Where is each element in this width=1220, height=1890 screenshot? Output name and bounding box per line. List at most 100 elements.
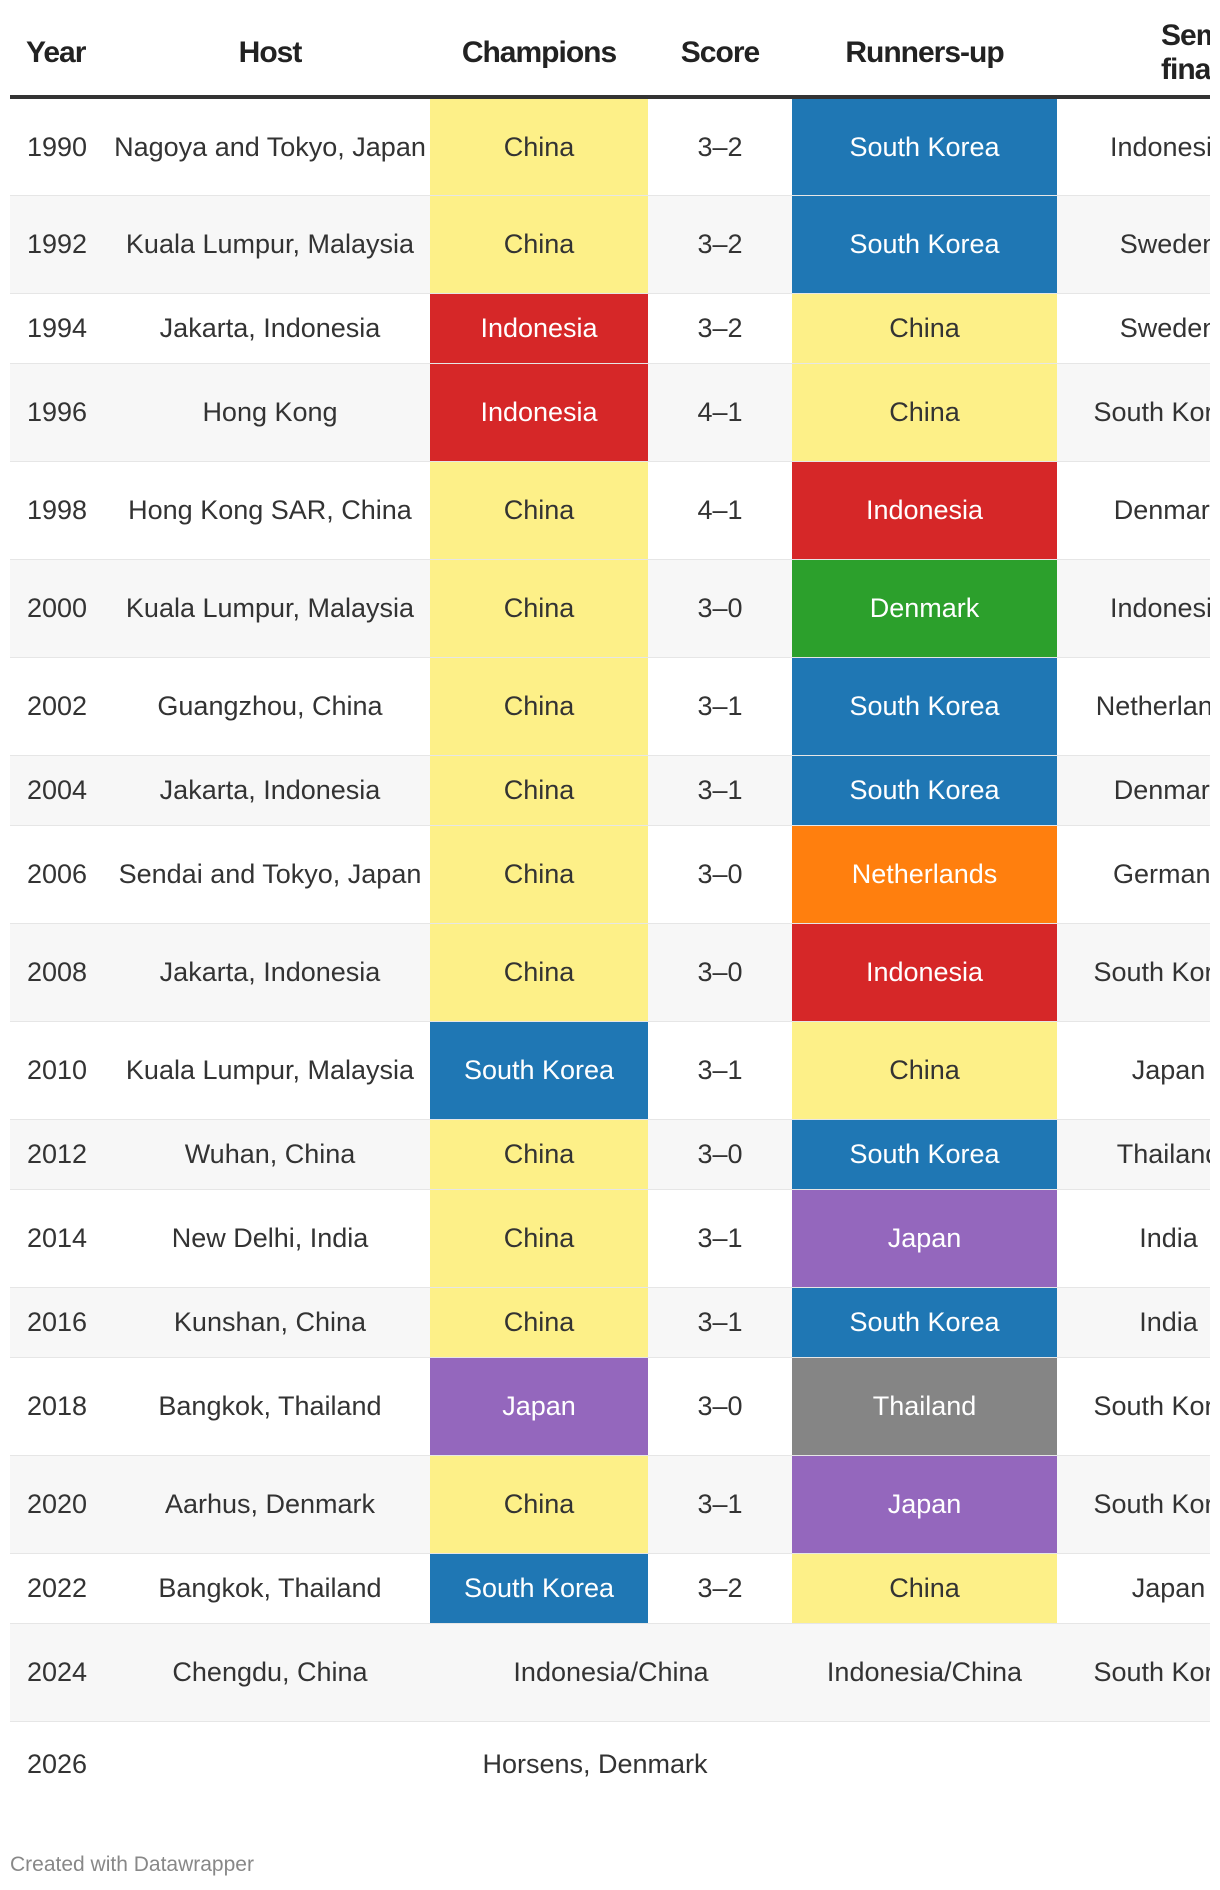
runners-up-cell: China: [792, 363, 1057, 462]
table-row: 2010 Kuala Lumpur, Malaysia South Korea 3–1…: [10, 1021, 1210, 1120]
score-cell: 3–0: [648, 825, 792, 924]
runners-up-cell: South Korea: [792, 1287, 1057, 1358]
host-cell: Nagoya and Tokyo, Japan: [110, 97, 430, 196]
host-cell: Jakarta, Indonesia: [110, 923, 430, 1022]
header-host[interactable]: Host: [110, 0, 430, 99]
datawrapper-credit[interactable]: Created with Datawrapper: [10, 1853, 254, 1876]
semi-finalist-cell: South Korea: [1057, 1623, 1210, 1722]
table-body: 1990 Nagoya and Tokyo, Japan China 3–2 South…: [10, 97, 1210, 1807]
semi-finalist-cell: Denmark: [1057, 461, 1210, 560]
table-row: 1994 Jakarta, Indonesia Indonesia 3–2 China S…: [10, 293, 1210, 364]
champions-cell: China: [430, 461, 648, 560]
semi-finalist-cell: South Korea: [1057, 1357, 1210, 1456]
semi-finalist-cell: Japan: [1057, 1021, 1210, 1120]
table-row: 2024 Chengdu, China Indonesia/China Indones…: [10, 1623, 1210, 1722]
host-cell: Chengdu, China: [110, 1623, 430, 1722]
semi-finalist-cell: Germany: [1057, 825, 1210, 924]
score-cell: 3–1: [648, 1021, 792, 1120]
runners-up-cell: Japan: [792, 1455, 1057, 1554]
year-cell: 2020: [10, 1455, 110, 1554]
table-header: Year Host Champions Score Runners-up Sem…: [10, 0, 1210, 99]
score-cell: 3–2: [648, 97, 792, 196]
header-semi-finalists[interactable]: Semi-finalists: [1057, 0, 1210, 99]
year-cell: 2024: [10, 1623, 110, 1722]
host-cell: Kuala Lumpur, Malaysia: [110, 559, 430, 658]
score-cell: 3–0: [648, 1119, 792, 1190]
table-row: 2012 Wuhan, China China 3–0 South Korea Thail…: [10, 1119, 1210, 1190]
score-cell: 4–1: [648, 363, 792, 462]
runners-up-cell: South Korea: [792, 97, 1057, 196]
table-row: 2002 Guangzhou, China China 3–1 South Korea N…: [10, 657, 1210, 756]
year-cell: 2012: [10, 1119, 110, 1190]
results-table-container: Year Host Champions Score Runners-up Sem…: [10, 0, 1210, 1820]
year-cell: 2010: [10, 1021, 110, 1120]
table-row: 2018 Bangkok, Thailand Japan 3–0 Thailand Sou…: [10, 1357, 1210, 1456]
year-cell: 1998: [10, 461, 110, 560]
score-cell: 3–2: [648, 293, 792, 364]
year-cell: 2026: [27, 1749, 88, 1780]
semi-finalist-cell: South Korea: [1057, 363, 1210, 462]
year-cell: 2018: [10, 1357, 110, 1456]
header-runners-up[interactable]: Runners-up: [792, 0, 1057, 99]
semi-finalist-cell: Japan: [1057, 1553, 1210, 1624]
year-cell: 2006: [10, 825, 110, 924]
score-cell: 3–0: [648, 559, 792, 658]
host-cell: Kuala Lumpur, Malaysia: [110, 195, 430, 294]
host-cell: Aarhus, Denmark: [110, 1455, 430, 1554]
semi-finalist-cell: Indonesia: [1057, 559, 1210, 658]
year-cell: 1994: [10, 293, 110, 364]
table-row: 2026 Horsens, Denmark: [10, 1721, 1210, 1807]
runners-up-cell: Thailand: [792, 1357, 1057, 1456]
results-table: Year Host Champions Score Runners-up Sem…: [10, 0, 1210, 1807]
champions-cell: China: [430, 923, 648, 1022]
host-cell: Hong Kong SAR, China: [110, 461, 430, 560]
champions-cell: China: [430, 825, 648, 924]
semi-finalist-cell: Indonesia: [1057, 97, 1210, 196]
year-cell: 1990: [10, 97, 110, 196]
semi-finalist-cell: India: [1057, 1189, 1210, 1288]
score-cell: 3–2: [648, 1553, 792, 1624]
runners-up-cell: China: [792, 1021, 1057, 1120]
champions-cell: China: [430, 1455, 648, 1554]
runners-up-cell: South Korea: [792, 1119, 1057, 1190]
champions-cell: China: [430, 657, 648, 756]
header-score[interactable]: Score: [648, 0, 792, 99]
host-cell: Bangkok, Thailand: [110, 1553, 430, 1624]
champions-cell: China: [430, 97, 648, 196]
runners-up-cell: Indonesia: [792, 461, 1057, 560]
score-cell: 3–1: [648, 1455, 792, 1554]
table-row: 1998 Hong Kong SAR, China China 4–1 Indonesi…: [10, 461, 1210, 560]
champions-cell: Indonesia/China: [430, 1623, 792, 1722]
host-cell: Sendai and Tokyo, Japan: [110, 825, 430, 924]
host-cell: Bangkok, Thailand: [110, 1357, 430, 1456]
table-row: 2022 Bangkok, Thailand South Korea 3–2 China…: [10, 1553, 1210, 1624]
semi-finalist-cell: Netherlands: [1057, 657, 1210, 756]
semi-finalist-cell: Thailand: [1057, 1119, 1210, 1190]
score-cell: 4–1: [648, 461, 792, 560]
year-cell: 2000: [10, 559, 110, 658]
champions-cell: China: [430, 559, 648, 658]
header-year[interactable]: Year: [10, 0, 110, 99]
year-cell: 2022: [10, 1553, 110, 1624]
score-cell: 3–1: [648, 657, 792, 756]
table-row: 2016 Kunshan, China China 3–1 South Korea Ind…: [10, 1287, 1210, 1358]
table-row: 2000 Kuala Lumpur, Malaysia China 3–0 Denmar…: [10, 559, 1210, 658]
year-cell: 2016: [10, 1287, 110, 1358]
champions-cell: South Korea: [430, 1553, 648, 1624]
semi-finalist-cell: Sweden: [1057, 293, 1210, 364]
year-cell: 1992: [10, 195, 110, 294]
host-cell: Hong Kong: [110, 363, 430, 462]
champions-cell: China: [430, 1119, 648, 1190]
semi-finalist-cell: Sweden: [1057, 195, 1210, 294]
champions-cell: Indonesia: [430, 363, 648, 462]
table-row: 1992 Kuala Lumpur, Malaysia China 3–2 South …: [10, 195, 1210, 294]
champions-cell: China: [430, 755, 648, 826]
table-row: 2006 Sendai and Tokyo, Japan China 3–0 Nethe…: [10, 825, 1210, 924]
semi-finalist-cell: South Korea: [1057, 1455, 1210, 1554]
host-cell: Wuhan, China: [110, 1119, 430, 1190]
champions-cell: China: [430, 1189, 648, 1288]
header-champions[interactable]: Champions: [430, 0, 648, 99]
semi-finalist-cell: Denmark: [1057, 755, 1210, 826]
score-cell: 3–2: [648, 195, 792, 294]
